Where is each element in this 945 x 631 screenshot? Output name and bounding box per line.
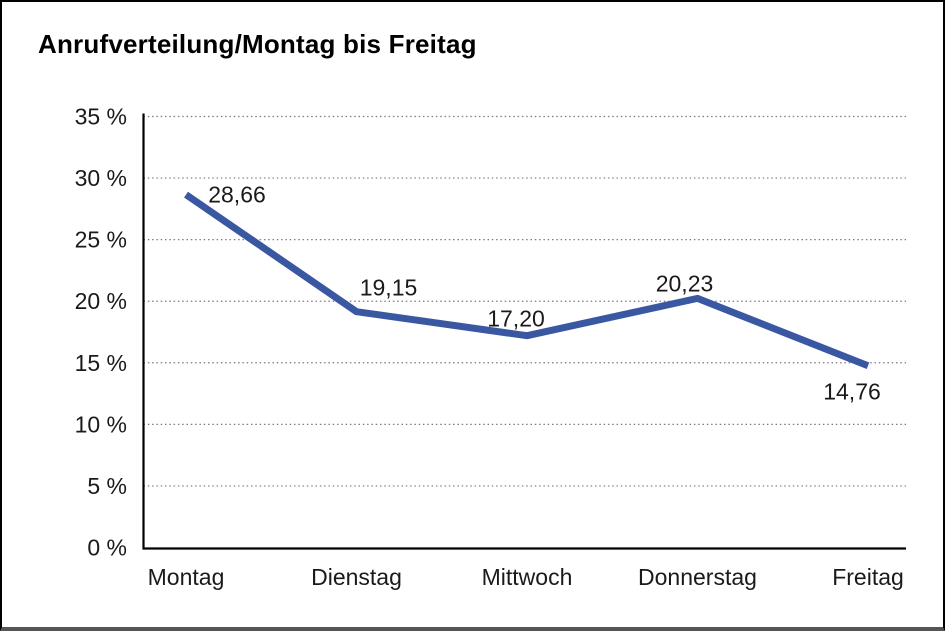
y-tick-label: 5 % xyxy=(87,473,127,499)
y-tick-label: 15 % xyxy=(75,350,127,376)
x-tick-label: Mittwoch xyxy=(482,564,573,590)
data-label: 17,20 xyxy=(487,306,545,332)
x-tick-label: Donnerstag xyxy=(638,564,757,590)
y-tick-label: 10 % xyxy=(75,411,127,437)
data-label: 19,15 xyxy=(360,275,418,301)
y-tick-label: 30 % xyxy=(75,165,127,191)
x-tick-label: Montag xyxy=(148,564,225,590)
y-tick-label: 20 % xyxy=(75,288,127,314)
x-tick-label: Dienstag xyxy=(311,564,402,590)
data-label: 14,76 xyxy=(823,379,881,405)
data-label: 20,23 xyxy=(656,270,714,296)
y-tick-label: 0 % xyxy=(87,535,127,561)
y-tick-label: 35 % xyxy=(75,104,127,130)
y-tick-label: 25 % xyxy=(75,227,127,253)
x-tick-label: Freitag xyxy=(832,564,904,590)
data-label: 28,66 xyxy=(208,182,266,208)
series-line xyxy=(184,191,870,369)
chart-title: Anrufverteilung/Montag bis Freitag xyxy=(38,29,477,59)
